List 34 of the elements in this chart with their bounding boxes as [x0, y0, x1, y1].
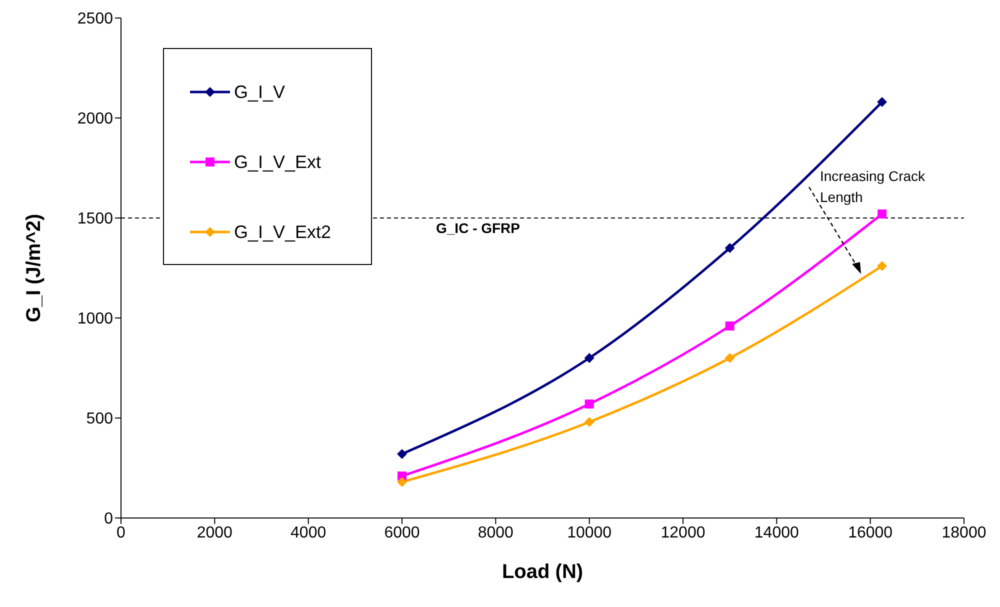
point [724, 243, 735, 253]
legend-label: G_I_V [234, 82, 286, 102]
legend-label: G_I_V_Ext2 [234, 222, 332, 242]
legend-label: G_I_V_Ext [234, 152, 322, 172]
annotation: Increasing Crack Length [820, 167, 926, 207]
x-tick-label: 12000 [660, 524, 706, 542]
y-tick-label: 2500 [77, 10, 114, 28]
ref-line-label: G_IC - GFRP [436, 220, 520, 236]
x-tick-label: 0 [116, 524, 126, 542]
x-tick-label: 18000 [942, 524, 986, 542]
point [877, 261, 888, 271]
point [877, 97, 888, 107]
point [397, 477, 407, 487]
y-tick-label: 500 [86, 410, 114, 428]
y-axis-title: G_I (J/m^2) [23, 214, 46, 322]
point [584, 353, 594, 363]
x-tick-label: 14000 [754, 524, 800, 542]
y-tick-label: 0 [104, 510, 114, 528]
x-tick-label: 2000 [196, 524, 233, 542]
point [724, 353, 735, 363]
point [584, 417, 594, 427]
point [584, 400, 594, 408]
x-tick-label: 6000 [384, 524, 420, 542]
x-tick-label: 4000 [290, 524, 326, 542]
x-tick-label: 16000 [848, 524, 893, 542]
y-tick-label: 1500 [77, 210, 114, 228]
y-tick-label: 2000 [77, 110, 114, 128]
point [878, 210, 887, 218]
x-tick-label: 8000 [478, 524, 514, 542]
y-tick-label: 1000 [77, 310, 114, 328]
point [725, 322, 734, 330]
x-axis-title: Load (N) [502, 561, 584, 583]
point [397, 449, 407, 459]
x-tick-label: 10000 [567, 524, 612, 542]
